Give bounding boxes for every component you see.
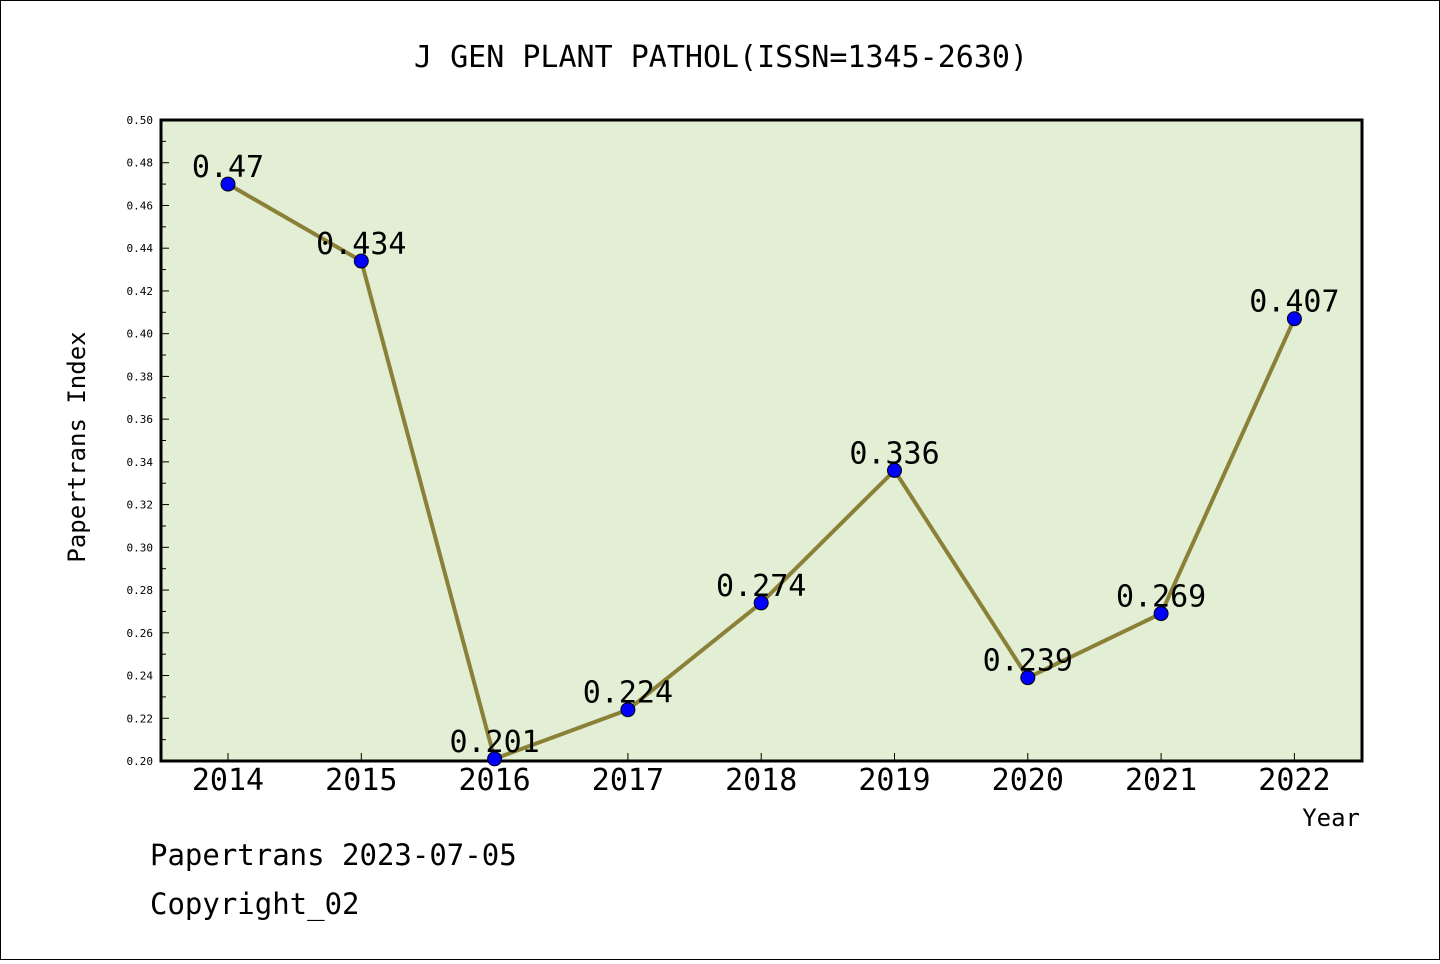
data-point <box>1020 670 1036 686</box>
data-point <box>1286 311 1302 327</box>
y-tick-label: 0.30 <box>127 541 154 554</box>
x-tick-label: 2018 <box>725 763 797 798</box>
y-axis-title: Papertrans Index <box>63 331 91 562</box>
data-label: 0.269 <box>1116 580 1206 615</box>
y-tick-label: 0.46 <box>127 199 154 212</box>
x-axis: 2014 2015 2016 2017 2018 2019 2020 2021 2022 <box>192 753 1331 798</box>
chart-title: J GEN PLANT PATHOL(ISSN=1345-2630) <box>414 40 1028 75</box>
y-tick-label: 0.34 <box>127 456 154 469</box>
y-tick-label: 0.40 <box>127 328 154 341</box>
y-tick-label: 0.22 <box>127 712 154 725</box>
data-label: 0.201 <box>449 725 539 760</box>
data-point <box>887 462 902 478</box>
y-tick-label: 0.20 <box>127 755 154 768</box>
data-label: 0.336 <box>849 436 939 471</box>
x-tick-label: 2020 <box>992 763 1064 798</box>
data-point <box>1153 606 1169 622</box>
x-tick-label: 2019 <box>858 763 930 798</box>
data-label: 0.239 <box>983 644 1073 679</box>
y-tick-label: 0.32 <box>127 499 154 512</box>
footer-copyright: Copyright_02 <box>150 887 360 922</box>
x-axis-title: Year <box>1302 804 1360 832</box>
data-point <box>753 595 769 611</box>
y-tick-label: 0.28 <box>127 584 154 597</box>
x-tick-label: 2016 <box>458 763 530 798</box>
y-tick-label: 0.38 <box>127 370 154 383</box>
series-layer <box>220 176 1302 767</box>
data-label: 0.47 <box>192 150 264 185</box>
data-label: 0.274 <box>716 569 806 604</box>
data-label: 0.434 <box>316 227 406 262</box>
data-point <box>353 253 369 269</box>
data-label: 0.407 <box>1249 285 1339 320</box>
data-point <box>487 751 503 767</box>
x-tick-label: 2017 <box>592 763 664 798</box>
y-tick-label: 0.50 <box>127 114 154 127</box>
data-point <box>620 702 636 718</box>
x-tick-label: 2015 <box>325 763 397 798</box>
footer-date: Papertrans 2023-07-05 <box>150 838 517 872</box>
data-point <box>220 176 236 192</box>
y-tick-label: 0.42 <box>127 285 154 298</box>
x-tick-label: 2021 <box>1125 763 1197 798</box>
y-axis: 0.20 0.22 0.24 0.26 0.28 0.30 0.32 0.34 0.36 0.38… <box>127 114 169 768</box>
y-tick-label: 0.24 <box>127 670 154 683</box>
plot-area <box>159 118 1364 763</box>
data-label-layer: 0.47 0.434 0.201 0.224 0.274 0.336 0.239 0.269 0… <box>192 150 1340 760</box>
x-tick-label: 2022 <box>1258 763 1330 798</box>
y-tick-label: 0.36 <box>127 413 154 426</box>
y-tick-label: 0.48 <box>127 157 154 170</box>
y-tick-label: 0.26 <box>127 627 154 640</box>
data-label: 0.224 <box>583 676 673 711</box>
y-tick-label: 0.44 <box>127 242 154 255</box>
x-tick-label: 2014 <box>192 763 264 798</box>
